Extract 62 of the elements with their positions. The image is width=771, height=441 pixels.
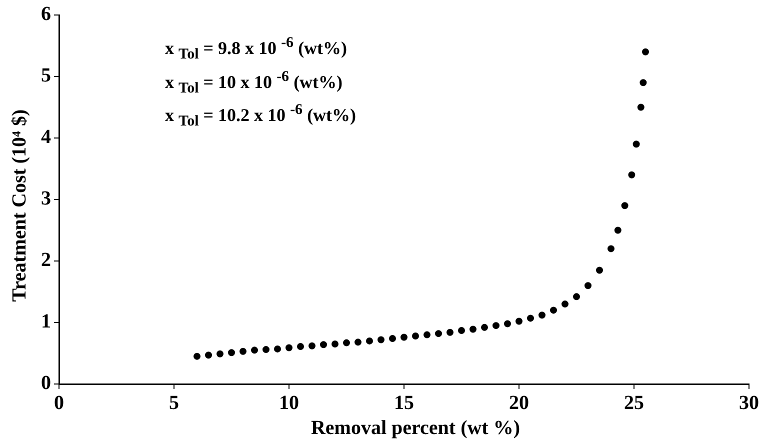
point: [527, 314, 534, 322]
x-tick-label: 20: [509, 392, 529, 414]
point: [458, 326, 465, 334]
point: [366, 337, 373, 344]
point: [435, 330, 442, 338]
point: [632, 140, 640, 148]
y-tick-label: 5: [41, 64, 51, 87]
point: [614, 226, 622, 234]
point: [262, 346, 270, 354]
x-tick-label: 10: [279, 392, 299, 414]
y-tick-label: 1: [41, 310, 51, 333]
point: [516, 318, 522, 325]
point: [240, 348, 246, 355]
point: [596, 266, 603, 274]
x-tick-label: 5: [169, 392, 179, 414]
point: [343, 339, 350, 346]
point: [481, 324, 488, 331]
y-tick-label: 2: [41, 249, 51, 272]
point: [251, 346, 258, 354]
point: [621, 202, 628, 210]
point: [538, 312, 546, 319]
x-tick-label: 30: [739, 392, 759, 414]
y-tick-label: 3: [41, 188, 51, 210]
point: [354, 338, 362, 346]
point: [194, 352, 200, 360]
y-tick-label: 6: [41, 3, 51, 26]
point: [550, 306, 557, 314]
point: [286, 344, 292, 352]
point: [216, 350, 224, 358]
point: [470, 326, 476, 333]
point: [205, 352, 212, 359]
point: [400, 334, 408, 341]
point: [424, 331, 430, 338]
point: [228, 349, 235, 356]
x-axis-title: Removal percent (wt %): [310, 417, 521, 440]
point: [446, 328, 454, 336]
point: [412, 332, 419, 340]
point: [378, 336, 384, 344]
point: [642, 48, 649, 56]
point: [297, 342, 304, 350]
point: [389, 334, 396, 342]
annotation: x $_{Tol}$ = 10.2 x 10 $^{-6}$ (wt%): [165, 101, 356, 132]
point: [573, 293, 580, 300]
point: [320, 341, 327, 348]
y-tick-label: 4: [41, 126, 51, 148]
y-axis-title: Treatment Cost (10⁴ $): [8, 108, 32, 302]
point: [608, 245, 614, 252]
point: [504, 320, 511, 328]
point: [640, 79, 647, 86]
annotation: x $_{Tol}$ = 9.8 x 10 $^{-6}$ (wt%): [165, 34, 348, 65]
x-tick-label: 15: [394, 392, 414, 414]
point: [308, 342, 316, 350]
point: [584, 282, 592, 290]
annotation: x $_{Tol}$ = 10 x 10 $^{-6}$ (wt%): [165, 68, 344, 98]
point: [332, 340, 338, 348]
point: [562, 300, 568, 308]
point: [628, 171, 636, 178]
point: [492, 322, 500, 330]
y-tick-label: 0: [41, 372, 51, 394]
x-tick-label: 25: [624, 392, 644, 414]
point: [274, 345, 281, 352]
point: [637, 104, 644, 111]
